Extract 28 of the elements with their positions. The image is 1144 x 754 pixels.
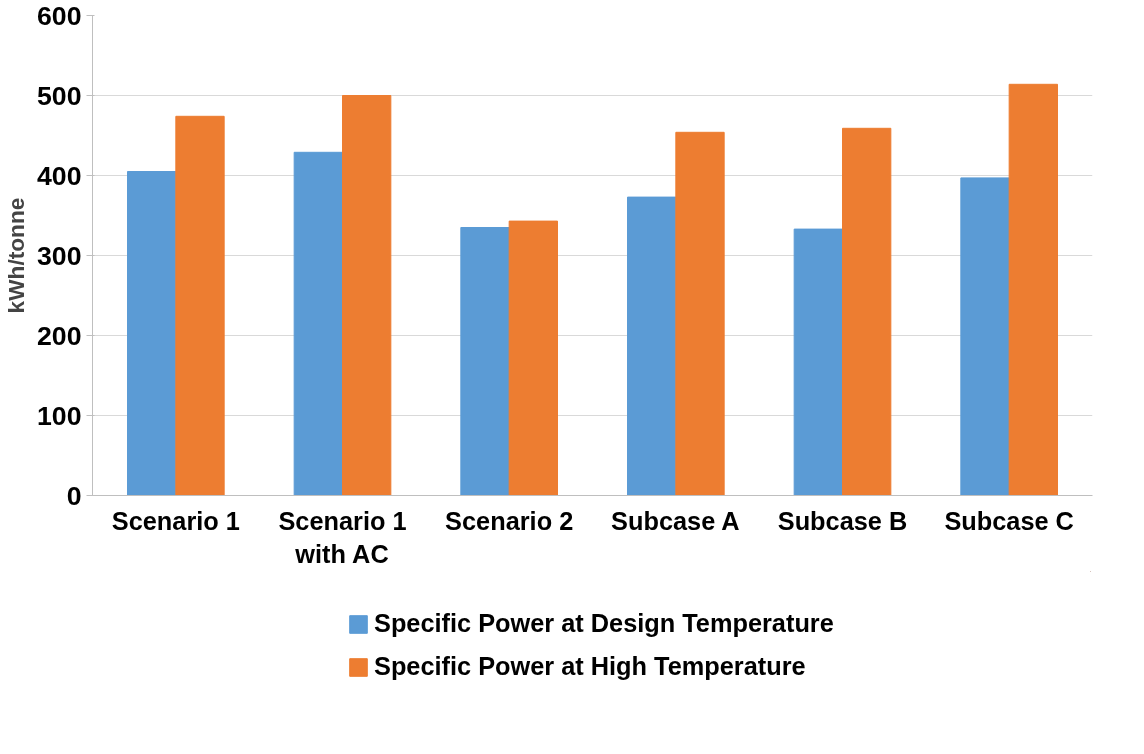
x-tick-label: Scenario 1 bbox=[111, 506, 240, 535]
bar bbox=[960, 177, 1010, 496]
legend-label: Specific Power at High Temperature bbox=[374, 652, 806, 681]
bar bbox=[675, 131, 725, 496]
bar bbox=[508, 220, 558, 496]
x-tick-label: Subcase A bbox=[611, 506, 740, 535]
bar bbox=[127, 171, 177, 496]
bar bbox=[460, 227, 510, 496]
y-tick-label: 200 bbox=[37, 320, 82, 351]
y-tick-label: 600 bbox=[37, 0, 82, 31]
x-tick-label: Subcase C bbox=[944, 506, 1074, 535]
bar bbox=[842, 127, 892, 496]
y-tick-label: 500 bbox=[37, 80, 82, 111]
bar bbox=[293, 151, 343, 496]
x-tick-label: Scenario 1 with AC bbox=[278, 506, 407, 569]
bar bbox=[342, 95, 392, 496]
x-tick-label: Scenario 2 bbox=[445, 506, 574, 535]
y-tick-label: 400 bbox=[37, 160, 82, 191]
bar bbox=[175, 115, 225, 496]
legend-label: Specific Power at Design Temperature bbox=[374, 609, 834, 638]
y-tick-label: 100 bbox=[37, 400, 82, 431]
y-tick-label: 0 bbox=[66, 480, 82, 511]
bar bbox=[793, 228, 843, 496]
bar bbox=[627, 196, 677, 496]
x-tick-label: Subcase B bbox=[777, 506, 908, 535]
bar bbox=[1008, 83, 1058, 496]
y-axis-title: kWh/tonne bbox=[3, 197, 30, 314]
y-tick-label: 300 bbox=[37, 240, 82, 271]
